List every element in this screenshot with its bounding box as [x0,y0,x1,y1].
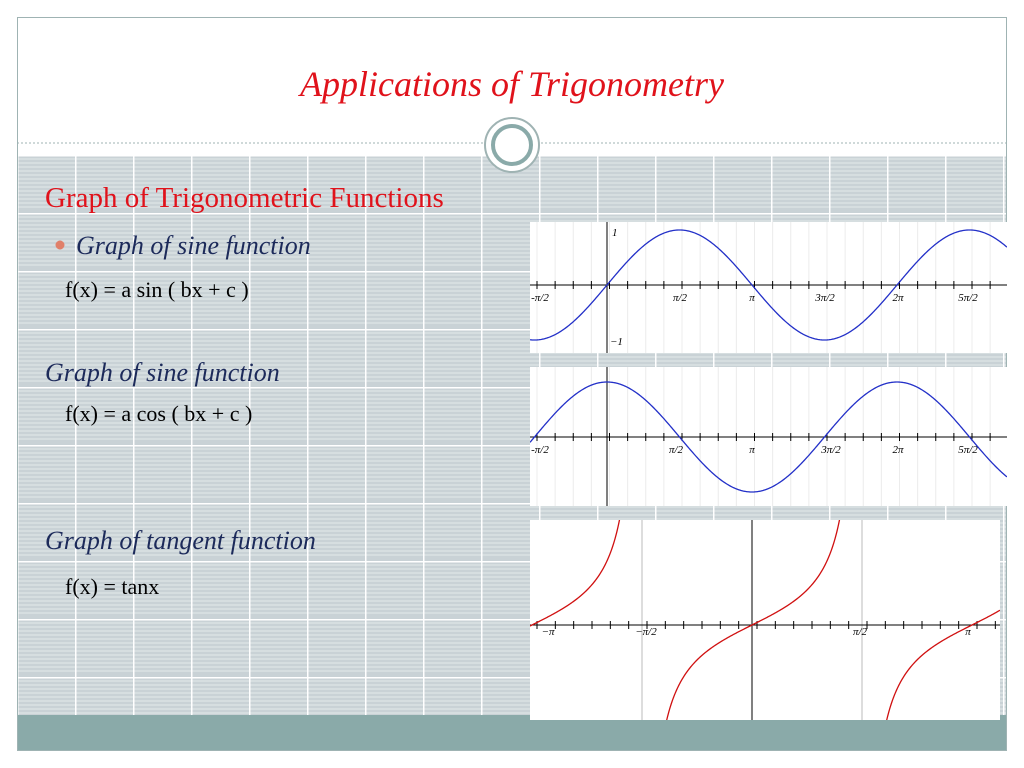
formula: f(x) = a sin ( bx + c ) [65,277,249,302]
curve [886,609,1000,720]
axis-label: 1 [612,227,618,239]
graph-panel [530,520,1000,720]
axis-label: 5π/2 [958,292,978,304]
curve [530,520,621,627]
footer-bar [17,715,1007,750]
heading: Graph of Trigonometric Functions [45,182,444,214]
axis-label: 2π [892,292,904,304]
axis-label: π/2 [853,626,868,638]
axis-label: π [965,626,971,638]
ornament-inner [491,124,533,166]
curve [666,520,841,720]
axis-label: −π [542,626,555,638]
axis-label: 5π/2 [958,444,978,456]
axis-label: 3π/2 [820,444,841,456]
title: Applications of Trigonometry [298,64,724,104]
axis-label: −π/2 [635,626,657,638]
axis-label: −1 [610,336,623,348]
axis-label: 3π/2 [814,292,835,304]
axis-label: π [749,444,755,456]
formula: f(x) = a cos ( bx + c ) [65,401,252,426]
section-label: Graph of sine function [76,231,311,260]
bullet [55,240,65,250]
section-label: Graph of sine function [45,358,280,387]
curve [530,381,1007,493]
axis-label: -π/2 [531,292,549,304]
formula: f(x) = tanx [65,574,159,599]
axis-label: π/2 [673,292,688,304]
axis-label: π [749,292,755,304]
axis-label: -π/2 [531,444,549,456]
section-label: Graph of tangent function [45,526,316,555]
axis-label: 2π [892,444,904,456]
axis-label: π/2 [669,444,684,456]
curve [530,229,1007,341]
